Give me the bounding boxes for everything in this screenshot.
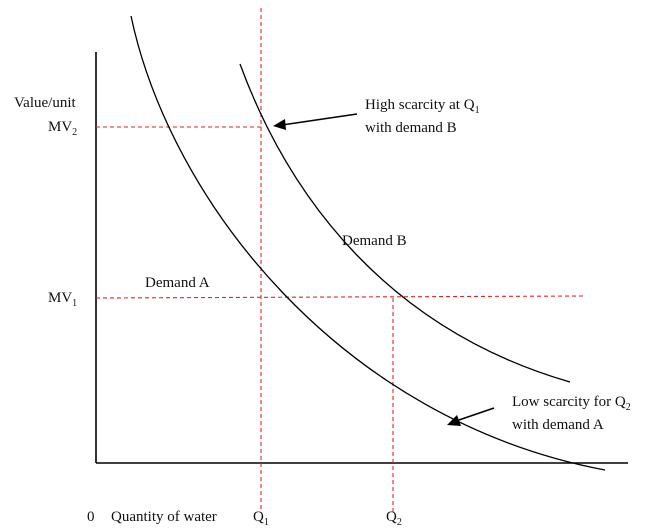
demand-a-curve	[130, 15, 606, 471]
guide-mv1-horizontal	[95, 295, 587, 299]
tick-label-mv2: MV2	[48, 119, 77, 138]
arrowhead-high-scarcity	[273, 119, 286, 130]
demand-b-label: Demand B	[342, 233, 407, 249]
annotation-low-scarcity-line1: Low scarcity for Q2	[512, 394, 631, 413]
annotation-high-scarcity-line1: High scarcity at Q1	[365, 97, 480, 116]
demand-a-label: Demand A	[145, 275, 210, 291]
tick-label-mv1: MV1	[48, 290, 77, 309]
annotation-high-scarcity-line2: with demand B	[365, 120, 457, 136]
origin-label: 0	[87, 509, 95, 525]
x-axis-label: Quantity of water	[111, 509, 217, 525]
arrowhead-low-scarcity	[447, 415, 461, 426]
y-axis-label: Value/unit	[14, 95, 76, 111]
arrow-high-scarcity	[281, 113, 358, 126]
annotation-low-scarcity-line2: with demand A	[512, 417, 604, 433]
tick-label-q1: Q1	[253, 509, 269, 528]
arrow-low-scarcity	[455, 407, 495, 422]
demand-b-curve	[239, 63, 571, 383]
tick-label-q2: Q2	[386, 509, 402, 528]
